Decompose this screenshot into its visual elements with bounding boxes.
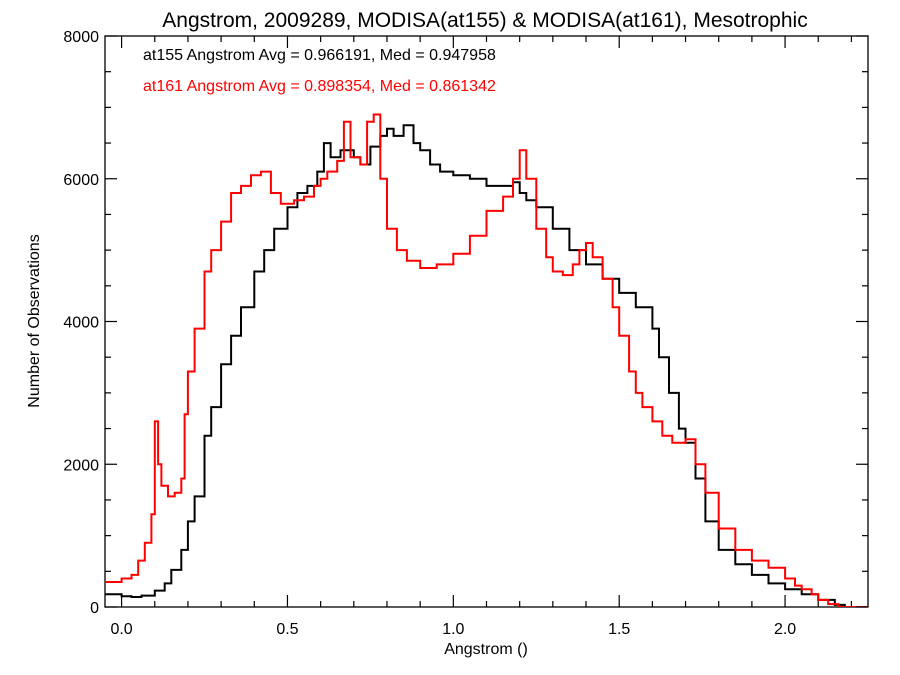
chart-title: Angstrom, 2009289, MODISA(at155) & MODIS… <box>162 9 807 32</box>
series-line-1 <box>105 113 868 607</box>
x-tick-label: 0.0 <box>110 621 132 638</box>
y-tick-label: 4000 <box>63 315 99 332</box>
series-group <box>105 113 868 607</box>
tick-group: 0.0 0.5 1.0 1.5 2.0 0 2000 4000 6000 8000 <box>63 29 868 638</box>
x-tick-label: 1.0 <box>442 621 464 638</box>
y-tick-label: 0 <box>90 600 99 617</box>
x-tick-label: 0.5 <box>276 621 298 638</box>
x-tick-label: 1.5 <box>608 621 630 638</box>
x-tick-label: 2.0 <box>774 621 796 638</box>
x-axis-label: Angstrom () <box>444 641 528 658</box>
y-tick-label: 6000 <box>63 172 99 189</box>
legend-annotation-at155: at155 Angstrom Avg = 0.966191, Med = 0.9… <box>143 47 496 64</box>
y-axis-label: Number of Observations <box>26 234 43 407</box>
y-tick-label: 2000 <box>63 457 99 474</box>
plot-area: 0.0 0.5 1.0 1.5 2.0 0 2000 4000 6000 8000 <box>63 29 869 638</box>
legend-annotation-at161: at161 Angstrom Avg = 0.898354, Med = 0.8… <box>143 78 496 95</box>
y-tick-label: 8000 <box>63 29 99 46</box>
